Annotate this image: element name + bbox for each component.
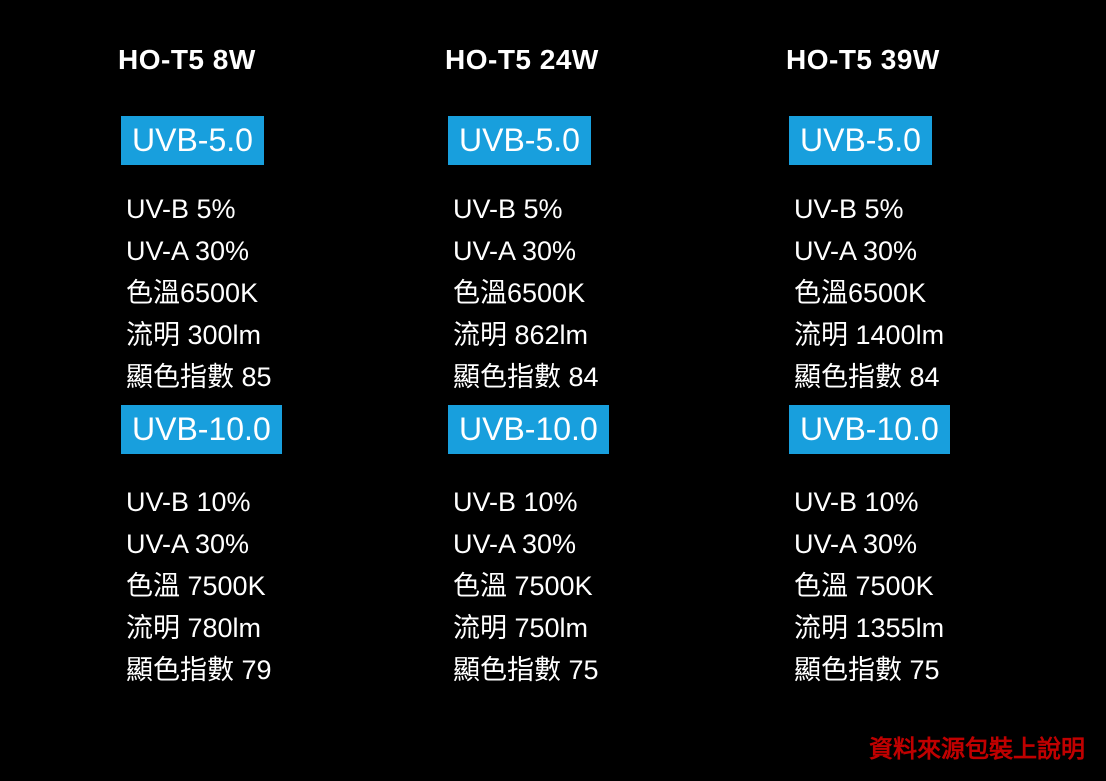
source-note: 資料來源包裝上說明: [869, 736, 1085, 763]
spec-line: 顯色指數 75: [794, 655, 940, 685]
spec-list-uvb-10: UV-B 10% UV-A 30% 色溫 7500K 流明 1355lm 顯色指…: [794, 481, 944, 691]
spec-line: UV-A 30%: [453, 236, 577, 266]
spec-list-uvb-5: UV-B 5% UV-A 30% 色溫6500K 流明 300lm 顯色指數 8…: [126, 188, 272, 398]
spec-line: UV-B 5%: [794, 194, 904, 224]
spec-line: UV-A 30%: [126, 236, 250, 266]
product-title: HO-T5 24W: [445, 44, 599, 75]
spec-line: UV-A 30%: [794, 529, 918, 559]
spec-line: UV-A 30%: [453, 529, 577, 559]
spec-line: 色溫 7500K: [794, 571, 934, 601]
spec-line: UV-B 10%: [126, 487, 251, 517]
spec-line: 顯色指數 84: [453, 362, 599, 392]
spec-list-uvb-10: UV-B 10% UV-A 30% 色溫 7500K 流明 750lm 顯色指數…: [453, 481, 599, 691]
spec-line: 色溫6500K: [794, 278, 927, 308]
product-column-ho-t5-8w: HO-T5 8W UVB-5.0 UV-B 5% UV-A 30% 色溫6500…: [118, 0, 438, 781]
product-column-ho-t5-39w: HO-T5 39W UVB-5.0 UV-B 5% UV-A 30% 色溫650…: [786, 0, 1106, 781]
spec-line: 顯色指數 75: [453, 655, 599, 685]
uvb-5-badge: UVB-5.0: [448, 116, 591, 165]
spec-line: 流明 300lm: [126, 320, 262, 350]
spec-line: 顯色指數 85: [126, 362, 272, 392]
spec-line: 顯色指數 79: [126, 655, 272, 685]
spec-list-uvb-5: UV-B 5% UV-A 30% 色溫6500K 流明 862lm 顯色指數 8…: [453, 188, 599, 398]
spec-line: 流明 1400lm: [794, 320, 945, 350]
spec-line: UV-B 5%: [126, 194, 236, 224]
spec-line: 流明 750lm: [453, 613, 589, 643]
spec-line: 流明 780lm: [126, 613, 262, 643]
product-column-ho-t5-24w: HO-T5 24W UVB-5.0 UV-B 5% UV-A 30% 色溫650…: [445, 0, 765, 781]
uvb-10-badge: UVB-10.0: [789, 405, 950, 454]
spec-line: 流明 1355lm: [794, 613, 945, 643]
uvb-10-badge: UVB-10.0: [121, 405, 282, 454]
uvb-5-badge: UVB-5.0: [121, 116, 264, 165]
spec-list-uvb-10: UV-B 10% UV-A 30% 色溫 7500K 流明 780lm 顯色指數…: [126, 481, 272, 691]
spec-line: UV-B 10%: [453, 487, 578, 517]
product-title: HO-T5 39W: [786, 44, 940, 75]
spec-line: UV-A 30%: [794, 236, 918, 266]
uvb-10-badge: UVB-10.0: [448, 405, 609, 454]
spec-line: UV-B 10%: [794, 487, 919, 517]
spec-line: 色溫 7500K: [126, 571, 266, 601]
spec-line: UV-A 30%: [126, 529, 250, 559]
spec-line: 色溫6500K: [453, 278, 586, 308]
spec-line: 顯色指數 84: [794, 362, 940, 392]
spec-line: 流明 862lm: [453, 320, 589, 350]
spec-list-uvb-5: UV-B 5% UV-A 30% 色溫6500K 流明 1400lm 顯色指數 …: [794, 188, 944, 398]
uvb-5-badge: UVB-5.0: [789, 116, 932, 165]
spec-line: 色溫6500K: [126, 278, 259, 308]
spec-line: UV-B 5%: [453, 194, 563, 224]
spec-line: 色溫 7500K: [453, 571, 593, 601]
product-title: HO-T5 8W: [118, 44, 256, 75]
